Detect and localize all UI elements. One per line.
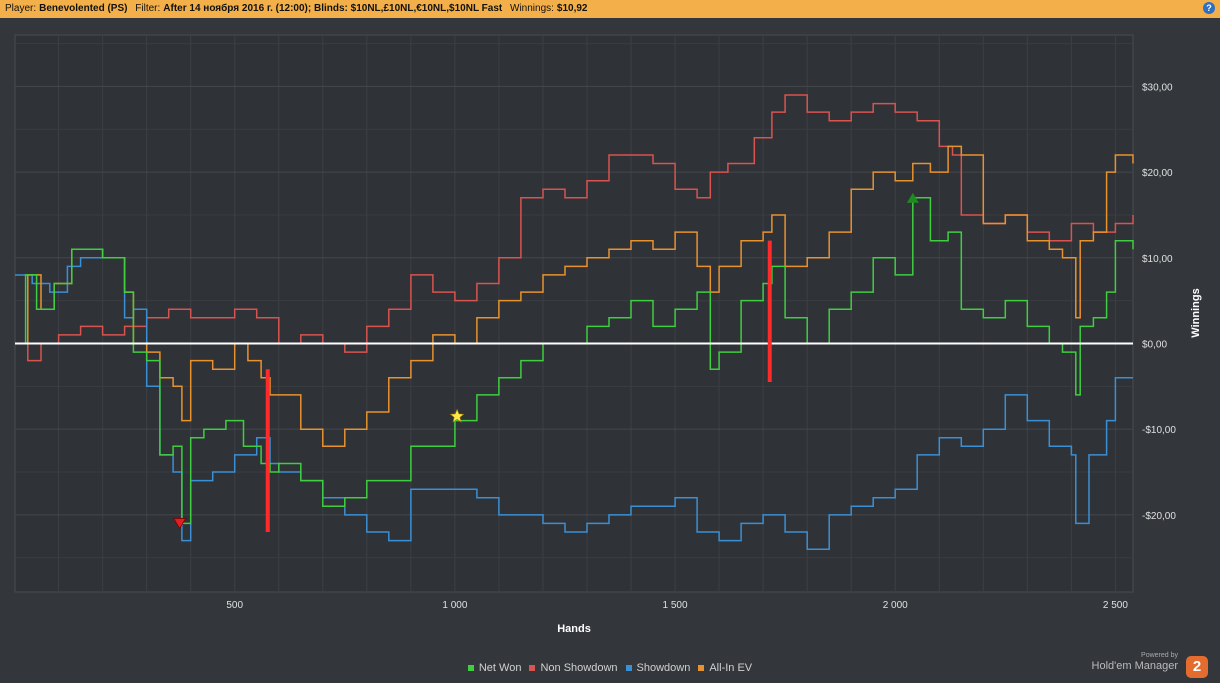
x-tick-label: 2 000: [883, 600, 908, 611]
triangle-up-icon: [906, 192, 919, 203]
legend-item[interactable]: Net Won: [467, 662, 522, 674]
legend-swatch: [625, 665, 632, 672]
filter-value[interactable]: After 14 ноября 2016 г. (12:00); Blinds:…: [163, 3, 503, 14]
y-axis-label: Winnings: [1190, 288, 1202, 337]
x-axis-label: Hands: [557, 623, 591, 635]
plot-area: [14, 34, 1134, 593]
series-line-all-in-ev: [15, 145, 1134, 448]
legend-item[interactable]: Non Showdown: [529, 662, 618, 674]
triangle-down-icon: [172, 518, 187, 530]
legend-label: Non Showdown: [540, 662, 618, 674]
x-tick-label: 1 000: [442, 600, 467, 611]
filter-bar: Player: Benevolented (PS) Filter: After 14…: [0, 0, 1220, 18]
winnings-value: $10,92: [556, 3, 588, 14]
legend-label: Net Won: [478, 662, 522, 674]
legend-item[interactable]: Showdown: [625, 662, 691, 674]
help-icon[interactable]: ?: [1203, 2, 1215, 14]
player-value[interactable]: Benevolented (PS): [39, 3, 128, 14]
y-tick-label: $30,00: [1142, 82, 1173, 93]
brand-name: Hold'em Manager: [1091, 660, 1178, 672]
legend-swatch: [698, 665, 705, 672]
chart-legend: Net Won Non Showdown Showdown All-In EV: [0, 662, 1220, 674]
series-line-showdown: [15, 257, 1133, 550]
legend-swatch: [467, 665, 474, 672]
legend-swatch: [529, 665, 536, 672]
legend-label: Showdown: [636, 662, 691, 674]
filter-label: Filter:: [135, 3, 161, 14]
player-label: Player:: [5, 3, 37, 14]
powered-by-text: Powered by: [1141, 652, 1178, 659]
y-tick-label: $10,00: [1142, 254, 1173, 265]
x-tick-label: 2 500: [1103, 600, 1128, 611]
winnings-chart: $30,00 $20,00 $10,00 $0,00 -$10,00 -$20,00 500…: [14, 34, 1202, 635]
x-tick-label: 500: [226, 600, 243, 611]
series-line-non-showdown: [15, 94, 1134, 362]
x-tick-label: 1 500: [663, 600, 688, 611]
brand: Powered by Hold'em Manager 2: [1091, 652, 1208, 678]
y-tick-label: -$20,00: [1142, 511, 1176, 522]
y-tick-label: $20,00: [1142, 168, 1173, 179]
series-line-net-won: [15, 197, 1134, 525]
legend-label: All-In EV: [709, 662, 753, 674]
hm2-logo-icon: 2: [1186, 656, 1208, 678]
winnings-label: Winnings:: [510, 3, 554, 14]
legend-item[interactable]: All-In EV: [698, 662, 752, 674]
star-icon: [449, 408, 465, 423]
y-tick-label: $0,00: [1142, 339, 1167, 350]
y-tick-label: -$10,00: [1142, 425, 1176, 436]
